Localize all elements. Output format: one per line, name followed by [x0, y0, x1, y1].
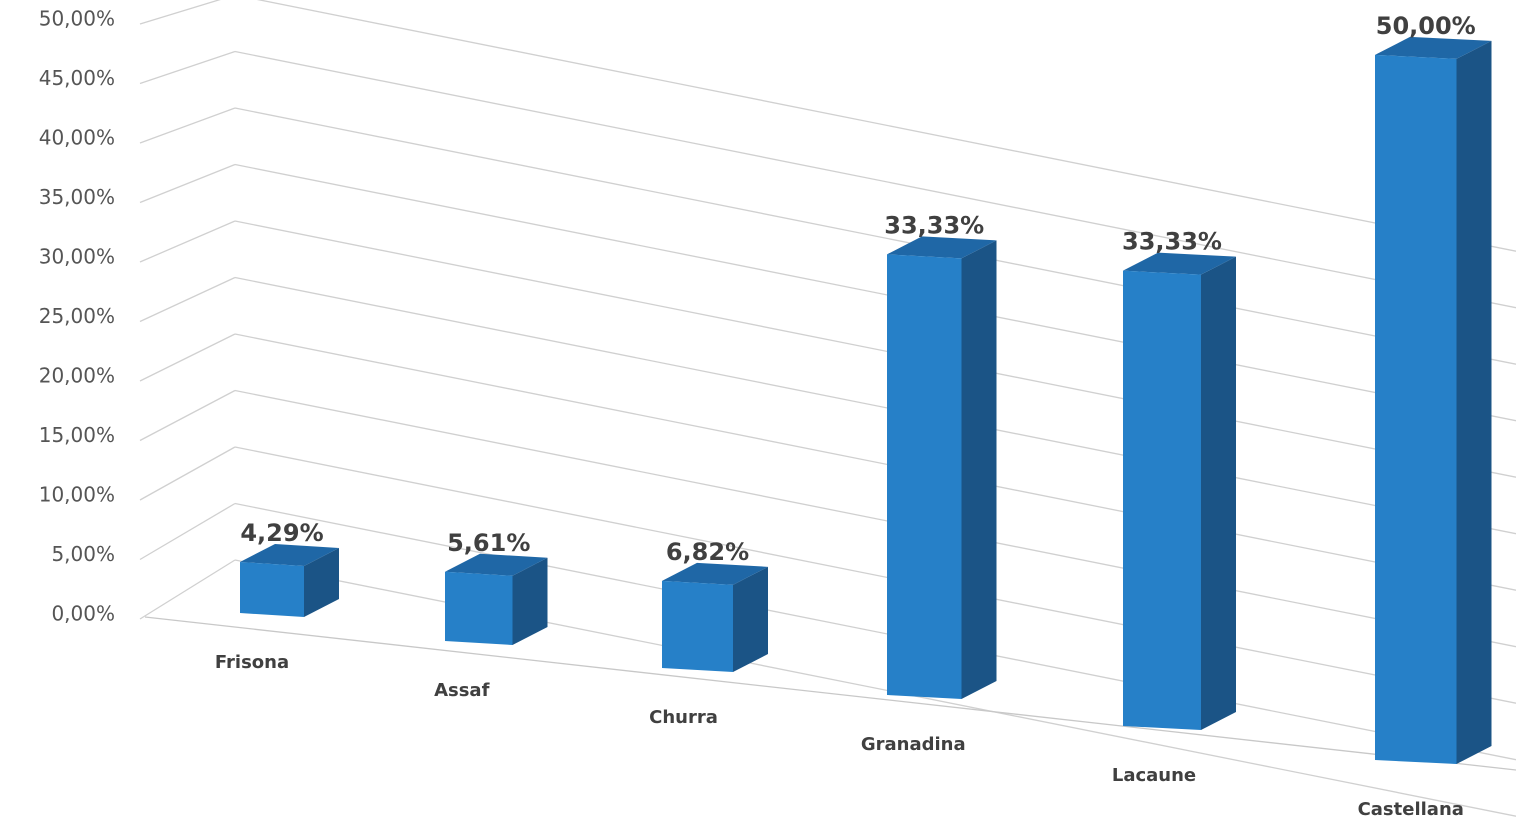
grid-line: [139, 389, 236, 442]
bar: [887, 254, 962, 699]
x-tick-label: Lacaune: [1112, 765, 1196, 786]
grid-line: [256, 0, 1516, 252]
value-label: 50,00%: [1376, 12, 1476, 40]
y-tick-label: 50,00%: [39, 7, 115, 31]
grid-line: [139, 333, 236, 382]
y-tick-label: 45,00%: [39, 66, 115, 90]
bar-side: [512, 557, 548, 645]
bar-top: [887, 236, 997, 259]
grid-line: [139, 163, 236, 204]
x-tick-label: Assaf: [434, 680, 490, 701]
bar-top: [445, 553, 548, 576]
value-label: 6,82%: [666, 538, 749, 566]
bar-side: [1201, 256, 1236, 730]
bar-top: [1375, 36, 1492, 59]
grid-line: [139, 276, 236, 323]
bar: [1375, 54, 1457, 765]
bar-side: [733, 566, 768, 672]
y-tick-label: 10,00%: [39, 483, 115, 507]
bar-top: [240, 543, 339, 566]
y-tick-label: 35,00%: [39, 185, 115, 209]
grid-line: [234, 333, 1516, 591]
x-tick-label: Churra: [649, 707, 718, 728]
bar: [662, 580, 733, 672]
y-tick-label: 30,00%: [39, 245, 115, 269]
bar: [1123, 270, 1201, 730]
x-tick-label: Frisona: [215, 652, 289, 673]
y-tick-label: 0,00%: [51, 602, 115, 626]
grid-line: [139, 0, 221, 25]
grid-line: [234, 163, 1516, 422]
bar-side: [1456, 40, 1492, 765]
grid-line: [234, 276, 1516, 535]
grid-line: [139, 559, 236, 620]
grid-line: [234, 389, 1516, 648]
grid-line: [234, 50, 1516, 309]
bar: [240, 561, 304, 617]
bar-side: [961, 240, 997, 699]
x-tick-label: Castellana: [1358, 799, 1464, 820]
grid-line: [139, 107, 236, 144]
grid-line: [234, 220, 1516, 478]
grid-line: [234, 502, 1516, 761]
value-label: 5,61%: [447, 529, 530, 557]
bar-side: [304, 547, 339, 617]
bar-top: [1123, 252, 1236, 275]
value-label: 33,33%: [1122, 228, 1222, 256]
grid-line: [139, 50, 236, 85]
x-tick-label: Granadina: [861, 734, 966, 755]
grid-line: [139, 220, 236, 263]
value-label: 4,29%: [240, 519, 323, 547]
grid-line: [234, 559, 1516, 817]
grid-line: [139, 502, 236, 561]
grid-line: [234, 446, 1516, 704]
y-tick-label: 5,00%: [51, 542, 115, 566]
bar: [445, 571, 513, 645]
grid-line: [139, 446, 236, 501]
y-tick-label: 25,00%: [39, 304, 115, 328]
floor-edge: [144, 616, 1516, 771]
y-tick-label: 40,00%: [39, 126, 115, 150]
y-tick-label: 15,00%: [39, 423, 115, 447]
grid-line: [234, 107, 1516, 365]
bar-top: [662, 562, 768, 585]
value-label: 33,33%: [884, 211, 984, 239]
y-tick-label: 20,00%: [39, 364, 115, 388]
